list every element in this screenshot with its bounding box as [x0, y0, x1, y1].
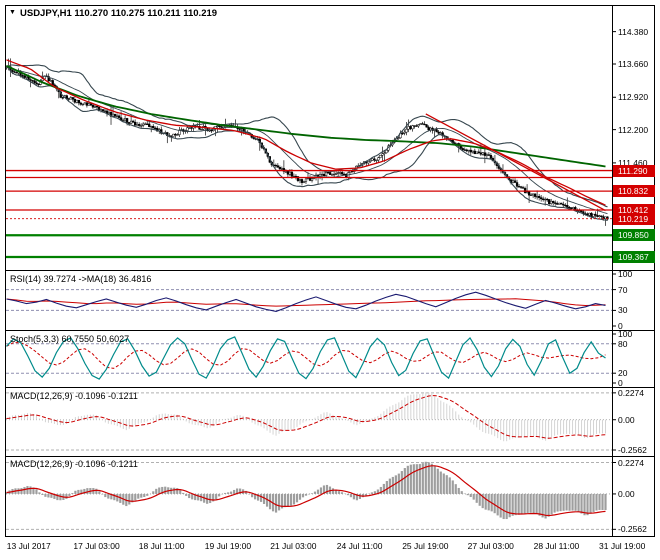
time-axis-label: 19 Jul 19:00	[204, 541, 252, 551]
macd1-axis-label: 0.2274	[618, 387, 644, 398]
price-axis-label: 111.460	[618, 157, 648, 168]
macd2-axis-label: 0.2274	[618, 457, 644, 468]
time-axis-label: 27 Jul 03:00	[467, 541, 514, 551]
macd1-title: MACD(12,26,9) -0.1096 -0.1211	[10, 391, 138, 401]
price-axis-label: 114.380	[618, 26, 649, 37]
macd2-title: MACD(12,26,9) -0.1096 -0.1211	[10, 459, 138, 469]
price-tag: 109.367	[613, 250, 655, 263]
macd2-axis-label: 0.00	[618, 488, 635, 499]
time-axis-label: 28 Jul 11:00	[533, 541, 580, 551]
macd1-axis-label: 0.00	[618, 414, 635, 425]
price-axis-label: 112.200	[618, 124, 649, 135]
stoch-axis-label: 20	[618, 368, 628, 379]
time-axis-label: 21 Jul 03:00	[270, 541, 317, 551]
price-tag: 109.850	[613, 229, 655, 242]
time-axis-label: 25 Jul 19:00	[402, 541, 449, 551]
price-tag: 111.290	[613, 164, 655, 177]
stoch-axis-label: 0	[618, 378, 623, 388]
time-axis-label: 13 Jul 2017	[6, 541, 51, 551]
rsi-axis-label: 100	[618, 269, 633, 279]
rsi-axis-label: 30	[618, 305, 628, 316]
time-axis-label: 18 Jul 11:00	[138, 541, 185, 551]
rsi-title: RSI(14) 39.7274 ->MA(18) 36.4816	[10, 274, 152, 284]
price-axis-label: 113.660	[618, 58, 649, 69]
time-axis-label: 24 Jul 11:00	[336, 541, 383, 551]
stoch-axis-label: 80	[618, 338, 628, 349]
price-tag: 110.219	[613, 212, 655, 225]
stoch-title: Stoch(5,3,3) 60,7550 50,6027	[10, 334, 130, 344]
stoch-axis-label: 100	[618, 329, 633, 339]
title-marker-icon: ▼	[9, 9, 16, 16]
price-axis-label: 112.920	[618, 92, 649, 103]
rsi-axis-label: 0	[618, 321, 623, 331]
macd1-axis-label: -0.2562	[618, 445, 647, 455]
chart-title: USDJPY,H1 110.270 110.275 110.211 110.21…	[20, 8, 218, 19]
rsi-axis-label: 70	[618, 284, 628, 295]
time-axis-label: 31 Jul 19:00	[599, 541, 646, 551]
time-axis-label: 17 Jul 03:00	[73, 541, 120, 551]
price-tag: 110.832	[613, 185, 655, 198]
macd2-axis-label: -0.2562	[618, 524, 647, 535]
